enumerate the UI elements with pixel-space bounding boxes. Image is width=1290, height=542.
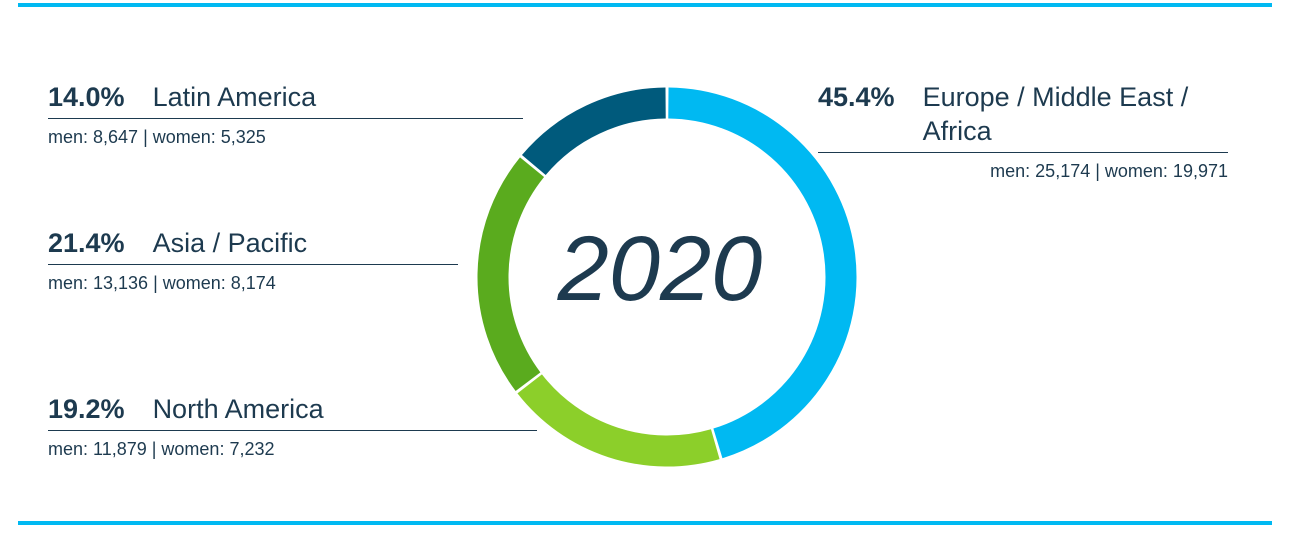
region-name: Latin America [152, 82, 317, 112]
region-head: 19.2% North America [48, 392, 537, 431]
percent-label: 14.0% [48, 82, 125, 112]
region-head: 14.0% Latin America [48, 80, 523, 119]
region-label: 19.2% North America men: 11,879 | women: 7… [48, 392, 537, 460]
donut-segment [521, 87, 667, 176]
region-name: Asia / Pacific [152, 228, 308, 258]
region-name: North America [152, 394, 324, 424]
region-label: 21.4% Asia / Pacific men: 13,136 | women: … [48, 226, 458, 294]
region-label: 45.4% Europe / Middle East / Africa men: 2… [818, 80, 1228, 182]
region-detail: men: 11,879 | women: 7,232 [48, 439, 275, 459]
top-rule [18, 3, 1272, 7]
region-detail: men: 25,174 | women: 19,971 [990, 161, 1228, 181]
region-head: 21.4% Asia / Pacific [48, 226, 458, 265]
percent-label: 19.2% [48, 394, 125, 424]
donut-segment [477, 157, 545, 391]
region-head: 45.4% Europe / Middle East / Africa [818, 80, 1228, 153]
region-label: 14.0% Latin America men: 8,647 | women: 5,… [48, 80, 523, 148]
donut-segment [517, 374, 720, 467]
bottom-rule [18, 521, 1272, 525]
donut-segment [668, 87, 857, 459]
region-name: Europe / Middle East / Africa [922, 82, 1189, 146]
region-detail: men: 13,136 | women: 8,174 [48, 273, 276, 293]
region-detail: men: 8,647 | women: 5,325 [48, 127, 266, 147]
percent-label: 45.4% [818, 82, 895, 112]
center-label: 2020 [557, 218, 763, 320]
percent-label: 21.4% [48, 228, 125, 258]
